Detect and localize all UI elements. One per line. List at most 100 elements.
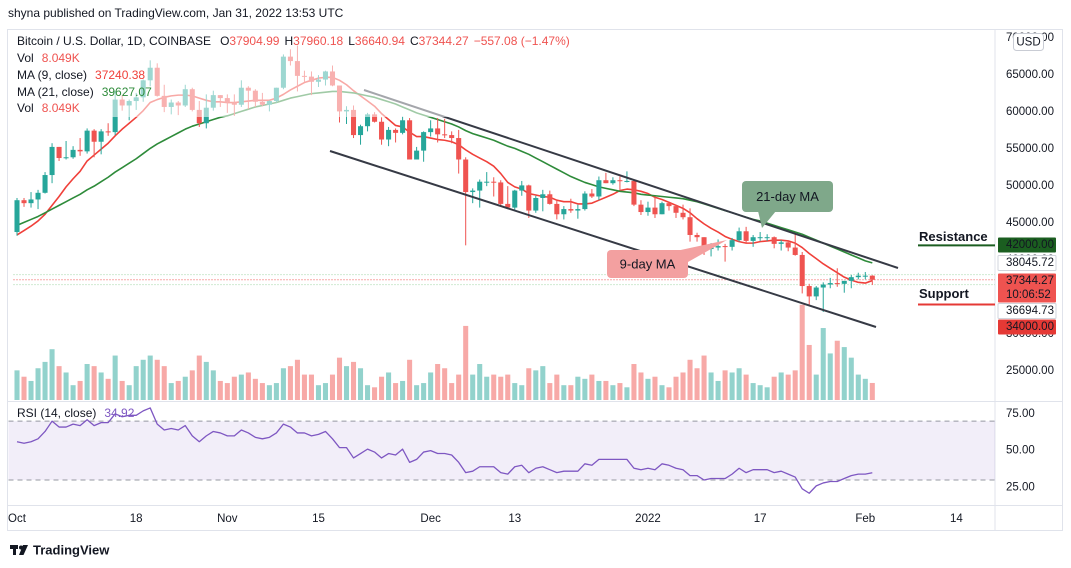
volume-bar — [456, 374, 462, 400]
volume-bar — [547, 383, 553, 400]
volume-bar — [105, 378, 111, 400]
candle-body — [694, 234, 700, 238]
currency-button[interactable]: USD — [1013, 33, 1044, 51]
legend-ma21: MA (21, close) 39627.07 — [17, 85, 152, 99]
legend-vol-name: Vol — [17, 51, 34, 65]
candle-body — [350, 109, 357, 136]
candle-body — [806, 286, 812, 297]
volume-bar — [477, 364, 483, 400]
candle-body — [35, 192, 41, 200]
callout-box — [742, 181, 833, 212]
volume-bar — [407, 359, 413, 400]
volume-bar — [56, 366, 62, 400]
volume-bar — [687, 359, 693, 400]
volume-bar — [154, 359, 160, 400]
currency-button-label[interactable]: USD — [1016, 37, 1040, 49]
trend-line-upper — [363, 89, 899, 269]
candle-body — [519, 185, 525, 191]
currency-button-box[interactable] — [1013, 33, 1044, 51]
volume-bar — [308, 374, 314, 400]
candle-body — [63, 157, 69, 159]
volume-bar — [568, 385, 574, 400]
x-tick-label: 17 — [754, 513, 767, 525]
candle-body — [14, 200, 20, 233]
price-tag-label: 37344.27 — [1006, 275, 1054, 287]
volume-bar — [189, 370, 195, 400]
legend-change: −557.08 (−1.47%) — [474, 34, 570, 48]
legend-vol-value: 8.049K — [42, 51, 80, 65]
rsi-line — [16, 407, 873, 494]
price-tag-label: 38045.72 — [1006, 257, 1054, 269]
volume-bar — [315, 385, 321, 400]
brand-logo-part — [19, 545, 28, 555]
y-tick-label: 50000.00 — [1006, 180, 1054, 192]
volume-bar — [862, 378, 868, 400]
volume-bar — [49, 349, 55, 400]
x-tick-label: Feb — [855, 513, 875, 525]
level-name: Support — [919, 286, 969, 301]
candle-body — [764, 237, 770, 239]
volume-bar — [659, 385, 665, 400]
volume-bar — [673, 376, 679, 400]
volume-bar — [379, 376, 385, 400]
volume-bar — [350, 361, 357, 400]
candle-body — [785, 242, 791, 248]
candle-body — [666, 203, 672, 207]
x-tick-label: Nov — [217, 513, 238, 525]
candle-body — [28, 199, 34, 204]
callout-tail — [676, 240, 727, 262]
candle-body — [512, 190, 518, 208]
y-tick-label: 55000.00 — [1006, 143, 1054, 155]
volume-bar — [35, 368, 41, 400]
price-tag-label: 42000.00 — [1006, 239, 1054, 251]
x-tick-label: 14 — [950, 513, 963, 525]
countdown-label: 10:06:52 — [1006, 289, 1051, 301]
volume-bar — [526, 368, 532, 400]
candle-body — [750, 237, 756, 241]
candle-body — [554, 203, 560, 215]
volume-bar — [855, 374, 861, 400]
candle-body — [77, 149, 83, 152]
rsi-tick-label: 50.00 — [1006, 445, 1035, 457]
candle-body — [624, 180, 630, 182]
rsi-pane — [8, 407, 995, 494]
volume-bar — [617, 383, 623, 400]
legend-rsi-value: 34.92 — [104, 406, 134, 420]
volume-bar — [231, 376, 237, 400]
candle-body — [477, 181, 483, 191]
candle-body — [56, 146, 62, 159]
legend-prefix: L — [348, 34, 355, 48]
candle-body — [49, 146, 55, 176]
candle-body — [813, 287, 819, 297]
volume-bar — [393, 383, 399, 400]
volume-layer — [14, 304, 875, 400]
candle-body — [617, 180, 623, 182]
candle-body — [687, 217, 693, 235]
candle-body — [575, 209, 581, 211]
volume-bar — [610, 385, 616, 400]
volume-bar — [287, 366, 293, 400]
volume-bar — [273, 383, 279, 400]
volume-bar — [554, 374, 560, 400]
legend-ma9: MA (9, close) 37240.38 — [17, 68, 145, 82]
volume-bar — [764, 387, 770, 400]
candle-body — [659, 203, 665, 215]
candle-body — [568, 209, 574, 211]
candle-body — [547, 194, 553, 204]
legend-ma-name: MA (21, close) — [17, 85, 94, 99]
candle-body — [841, 280, 847, 284]
volume-bar — [596, 380, 602, 400]
volume-bar — [834, 340, 840, 400]
volume-bar — [820, 328, 826, 400]
volume-bar — [792, 370, 798, 400]
candle-body — [98, 131, 104, 142]
candle-body — [442, 134, 448, 136]
volume-bar — [210, 370, 216, 400]
legend-volume: Vol 8.049K — [17, 101, 80, 115]
legend-low: 36640.94 — [355, 34, 405, 48]
trend-channel — [329, 89, 899, 328]
candle-body — [386, 129, 392, 140]
x-tick-label: 2022 — [635, 513, 661, 525]
candle-body — [820, 284, 826, 288]
